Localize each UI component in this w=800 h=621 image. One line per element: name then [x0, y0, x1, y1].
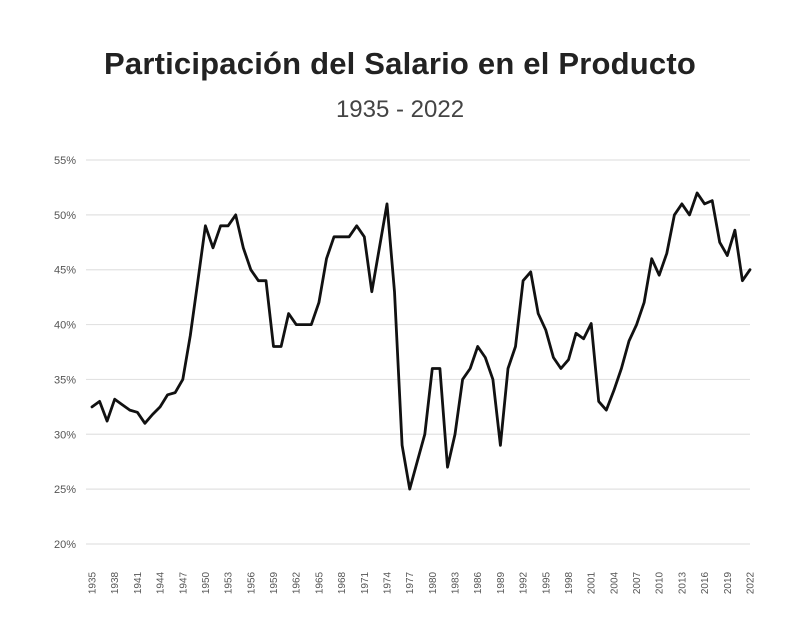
x-tick-label: 1965	[314, 571, 325, 594]
x-tick-label: 1968	[337, 571, 348, 594]
series-line	[90, 191, 752, 491]
series-layer	[90, 191, 752, 491]
x-tick-label: 1974	[382, 571, 393, 594]
x-tick-label: 2022	[746, 571, 757, 594]
y-tick-label: 45%	[54, 265, 76, 277]
y-tick-label: 20%	[54, 539, 76, 551]
x-tick-label: 1947	[178, 571, 189, 594]
y-tick-label: 25%	[54, 484, 76, 496]
x-tick-label: 2010	[655, 571, 666, 594]
x-tick-label: 1971	[360, 571, 371, 594]
x-tick-label: 1977	[405, 571, 416, 594]
x-tick-label: 1953	[224, 571, 235, 594]
chart-subtitle: 1935 - 2022	[335, 96, 465, 123]
gridlines	[86, 159, 750, 545]
y-tick-label: 50%	[54, 210, 76, 222]
x-tick-label: 1992	[519, 571, 530, 594]
x-tick-label: 2004	[609, 571, 620, 594]
x-tick-label: 1989	[496, 571, 507, 594]
chart-title: Participación del Salario en el Producto	[104, 46, 696, 81]
x-tick-label: 1956	[246, 571, 257, 594]
x-tick-label: 1935	[88, 571, 99, 594]
x-tick-label: 2001	[587, 571, 598, 594]
x-tick-label: 1950	[201, 571, 212, 594]
x-tick-label: 1995	[541, 571, 552, 594]
x-axis-ticks: 1935 1938 1941 1944 1947 1950 1953 1956 1959 1962…	[88, 571, 757, 594]
y-tick-label: 35%	[54, 374, 76, 386]
x-tick-label: 2019	[723, 571, 734, 594]
x-tick-label: 1998	[564, 571, 575, 594]
x-tick-label: 1986	[473, 571, 484, 594]
y-tick-label: 55%	[54, 155, 76, 167]
x-tick-label: 2013	[677, 571, 688, 594]
x-tick-label: 1941	[133, 571, 144, 594]
y-tick-label: 30%	[54, 429, 76, 441]
x-tick-label: 1983	[451, 571, 462, 594]
y-tick-label: 40%	[54, 320, 76, 332]
x-tick-label: 1962	[292, 571, 303, 594]
x-tick-label: 2007	[632, 571, 643, 594]
x-tick-label: 1959	[269, 571, 280, 594]
y-axis-ticks: 20% 25% 30% 35% 40% 45% 50% 55%	[54, 155, 76, 551]
x-tick-label: 1944	[156, 571, 167, 594]
x-tick-label: 1980	[428, 571, 439, 594]
x-tick-label: 2016	[700, 571, 711, 594]
x-tick-label: 1938	[110, 571, 121, 594]
